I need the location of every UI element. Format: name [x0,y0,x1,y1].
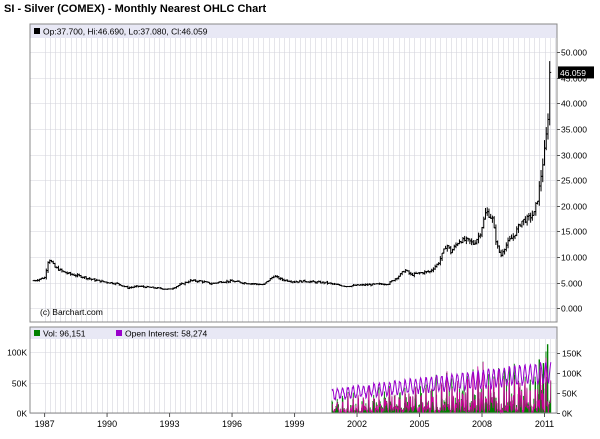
ohlc-bar [548,61,552,126]
volume-y-tick-label: 0K [17,409,28,419]
secondary-series-line [331,357,552,415]
open-interest-legend-marker [116,330,122,336]
volume-y-tick-label: 50K [12,379,27,389]
price-y-tick-label: 50.000 [561,48,587,58]
x-tick-label: 1999 [285,419,305,429]
price-y-tick-label: 45.000 [561,74,587,84]
price-y-tick-label: 25.000 [561,176,587,186]
oi-y-tick-label: 100K [562,369,582,379]
oi-y-tick-label: 50K [562,389,577,399]
price-y-tick-label: 15.000 [561,227,587,237]
price-legend-marker [34,28,40,34]
x-tick-label: 1990 [97,419,117,429]
x-tick-label: 2008 [472,419,492,429]
volume-legend-text: Vol: 96,151 [43,329,86,339]
price-panel: Op:37.700, Hi:46.690, Lo:37.080, Cl:46.0… [29,23,594,323]
oi-y-tick-label: 0K [562,409,573,419]
price-y-tick-label: 0.000 [561,304,583,314]
x-tick-label: 1987 [35,419,55,429]
price-y-tick-label: 5.000 [561,279,583,289]
volume-panel-background [30,327,557,413]
price-y-axis: 50.000 45.000 40.000 35.000 30.000 25.000 20.0… [557,48,587,314]
price-legend-text: Op:37.700, Hi:46.690, Lo:37.080, Cl:46.0… [43,27,208,37]
price-y-tick-label: 35.000 [561,125,587,135]
chart-title: SI - Silver (COMEX) - Monthly Nearest OH… [4,3,267,15]
volume-y-tick-label: 100K [7,348,27,358]
x-tick-label: 2002 [347,419,367,429]
volume-legend-marker [34,330,40,336]
volume-panel: Vol: 96,151 Open Interest: 58,274 100K 50… [7,326,582,419]
price-panel-frame [29,23,558,323]
price-bars [32,61,552,290]
volume-y-axis-right: 150K 100K 50K 0K [557,349,582,419]
price-y-tick-label: 40.000 [561,99,587,109]
price-y-tick-label: 10.000 [561,253,587,263]
price-legend-bar [30,24,557,38]
x-tick-label: 2005 [410,419,430,429]
volume-legend-bar [30,327,557,339]
last-value-label-background [558,66,594,79]
price-y-tick-label: 20.000 [561,202,587,212]
price-grid [30,38,557,322]
volume-panel-frame [29,326,558,414]
price-panel-background [30,24,557,322]
oi-y-tick-label: 150K [562,349,582,359]
price-y-tick-label: 30.000 [561,151,587,161]
volume-y-axis-left: 100K 50K 0K [7,348,27,419]
last-value-label: 46.059 [560,68,586,78]
x-axis: 1987 1990 1993 1996 1999 2002 2005 2008 2011 [35,413,554,429]
open-interest-legend-text: Open Interest: 58,274 [125,329,207,339]
watermark: (c) Barchart.com [40,307,103,317]
x-tick-label: 1993 [160,419,180,429]
x-tick-label: 2011 [535,419,554,429]
open-interest-line [331,361,552,402]
x-tick-label: 1996 [222,419,242,429]
